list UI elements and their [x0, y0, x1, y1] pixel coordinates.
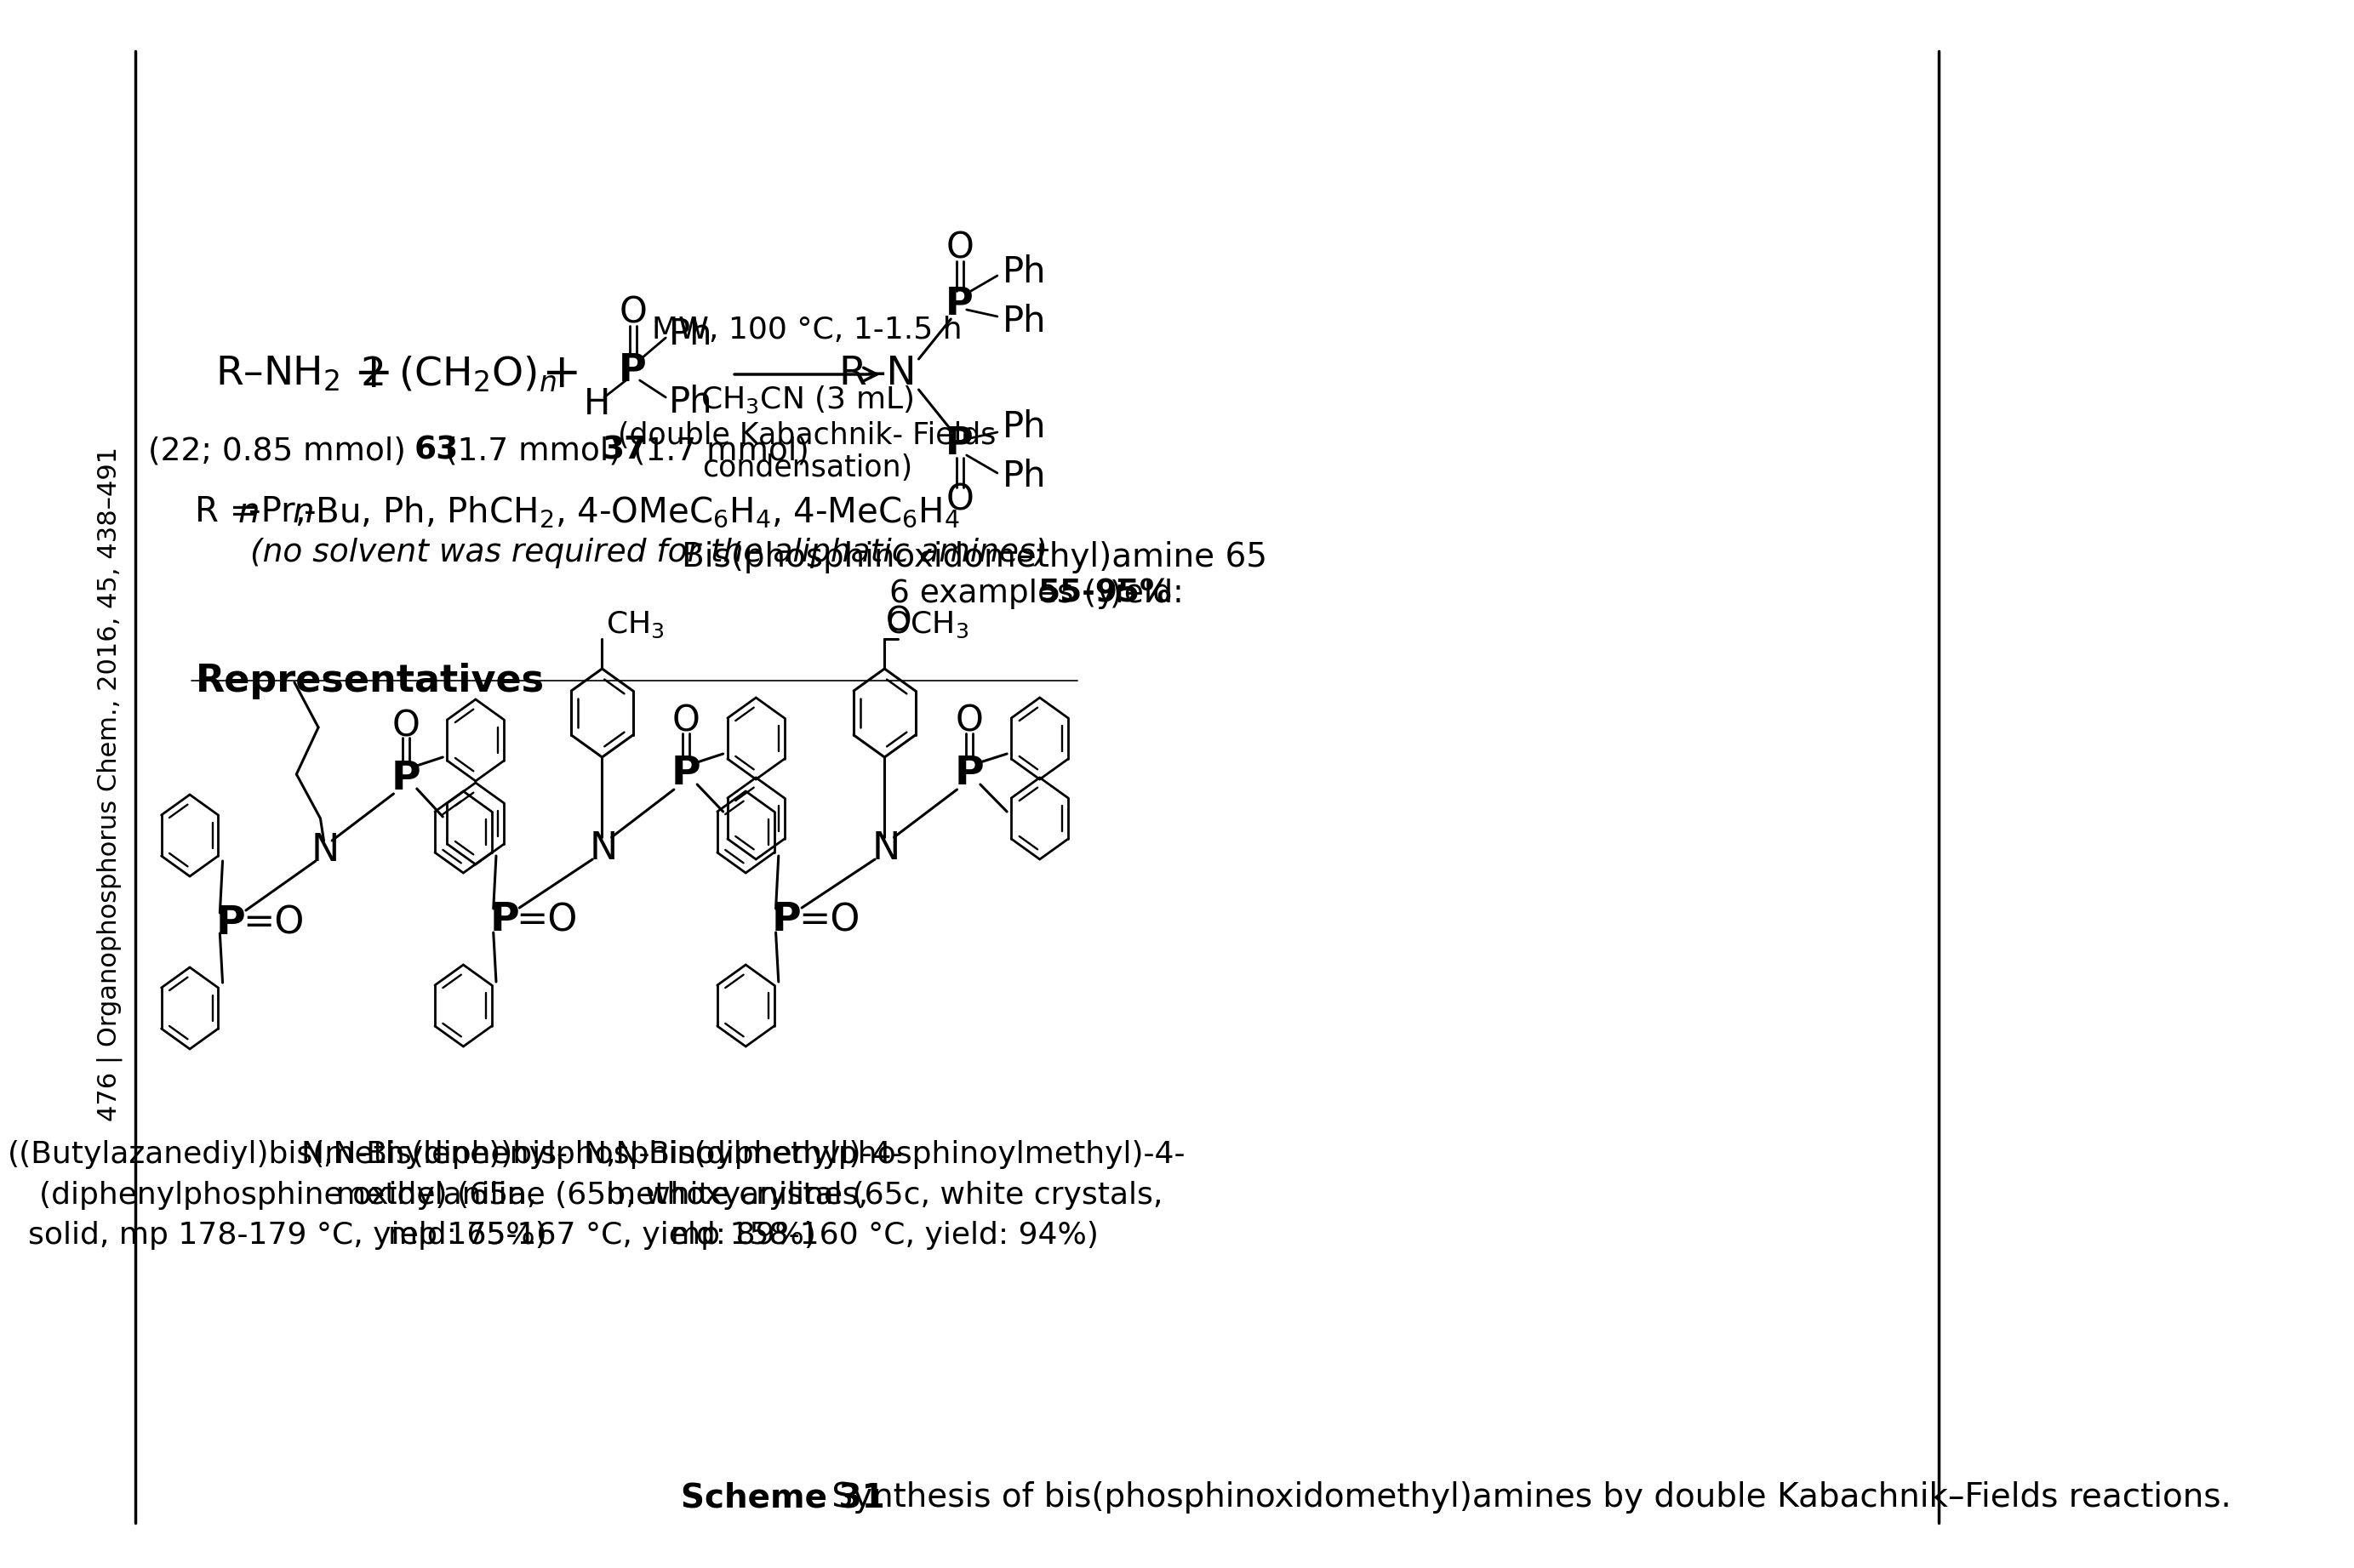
Text: P: P	[946, 287, 975, 323]
Text: N: N	[871, 831, 899, 867]
Text: MW, 100 °C, 1-1.5 h: MW, 100 °C, 1-1.5 h	[652, 315, 963, 345]
Text: ((Butylazanediyl)bis(methylene))bis-
(diphenylphosphine oxide) (65a,
solid, mp 1: ((Butylazanediyl)bis(methylene))bis- (di…	[7, 1140, 567, 1250]
Text: n: n	[238, 495, 259, 528]
Text: H: H	[584, 386, 610, 422]
Text: Ph: Ph	[669, 317, 713, 353]
Text: Ph: Ph	[1003, 458, 1045, 494]
Text: N,N-Bis(diphenylphosphinoylmethyl)-4-
methoxyaniline (65c, white crystals,
mp 15: N,N-Bis(diphenylphosphinoylmethyl)-4- me…	[584, 1140, 1186, 1250]
Text: N: N	[311, 833, 339, 869]
Text: R–NH$_2$: R–NH$_2$	[214, 354, 339, 394]
Text: P: P	[671, 756, 701, 793]
Text: O: O	[946, 230, 975, 267]
Text: =O: =O	[516, 902, 577, 939]
Text: O: O	[391, 707, 419, 743]
Text: =O: =O	[798, 902, 859, 939]
Text: Bis(phosphinoxidomethyl)amine 65: Bis(phosphinoxidomethyl)amine 65	[683, 541, 1266, 574]
Text: 37: 37	[603, 436, 647, 466]
Text: Ph: Ph	[1003, 304, 1045, 339]
Text: R–N: R–N	[838, 356, 916, 394]
Text: -Pr,: -Pr,	[250, 495, 318, 528]
Text: CH$_3$: CH$_3$	[605, 610, 664, 640]
Text: P: P	[490, 902, 520, 939]
Text: P: P	[391, 759, 421, 798]
Text: (no solvent was required for the aliphatic amines): (no solvent was required for the aliphat…	[250, 538, 1048, 568]
Text: P: P	[619, 351, 647, 389]
Text: 55-95%: 55-95%	[1038, 579, 1172, 608]
Text: (1.7 mmol): (1.7 mmol)	[621, 436, 810, 466]
Text: 63: 63	[414, 436, 459, 466]
Text: 2 (CH$_2$O)$_n$: 2 (CH$_2$O)$_n$	[360, 354, 558, 394]
Text: Representatives: Representatives	[195, 662, 544, 699]
Text: CH$_3$CN (3 mL): CH$_3$CN (3 mL)	[701, 384, 913, 416]
Text: P: P	[772, 902, 800, 939]
Text: P: P	[953, 756, 984, 793]
Text: (1.7 mmol): (1.7 mmol)	[435, 436, 621, 466]
Text: +: +	[541, 351, 581, 397]
Text: Ph: Ph	[1003, 254, 1045, 290]
Text: +: +	[353, 351, 393, 397]
Text: R =: R =	[195, 495, 268, 528]
Text: P: P	[946, 426, 975, 463]
Text: O: O	[885, 605, 911, 638]
Text: Scheme 31: Scheme 31	[680, 1482, 885, 1513]
Text: N: N	[588, 831, 617, 867]
Text: ): )	[1109, 579, 1123, 608]
Text: -Bu, Ph, PhCH$_2$, 4-OMeC$_6$H$_4$, 4-MeC$_6$H$_4$: -Bu, Ph, PhCH$_2$, 4-OMeC$_6$H$_4$, 4-Me…	[304, 495, 960, 530]
Text: (22; 0.85 mmol): (22; 0.85 mmol)	[148, 436, 407, 466]
Text: O: O	[619, 295, 647, 331]
Text: n: n	[292, 495, 313, 528]
Text: 6 examples (yield:: 6 examples (yield:	[890, 579, 1193, 608]
Text: Ph: Ph	[669, 384, 713, 420]
Text: O: O	[673, 704, 699, 740]
Text: N,N-Bis(diphenylphosphinoylmethyl)-4-
methylaniline (65b, white crystals,
mp 165: N,N-Bis(diphenylphosphinoylmethyl)-4- me…	[301, 1140, 904, 1250]
Text: =O: =O	[242, 905, 304, 941]
Text: condensation): condensation)	[701, 453, 913, 483]
Text: Ph: Ph	[1003, 409, 1045, 445]
Text: O: O	[946, 483, 975, 517]
Text: P: P	[217, 905, 245, 942]
Text: 476 | Organophosphorus Chem., 2016, 45, 438–491: 476 | Organophosphorus Chem., 2016, 45, …	[97, 447, 122, 1121]
Text: OCH$_3$: OCH$_3$	[885, 610, 967, 640]
Text: (double Kabachnik- Fields: (double Kabachnik- Fields	[619, 422, 996, 450]
Text: Scheme 31    Synthesis of bis(phosphinoxidomethyl)amines by double Kabachnik–Fie: Scheme 31 Synthesis of bis(phosphinoxido…	[680, 1482, 2307, 1513]
Text: Synthesis of bis(phosphinoxidomethyl)amines by double Kabachnik–Fields reactions: Synthesis of bis(phosphinoxidomethyl)ami…	[791, 1482, 2232, 1513]
Text: O: O	[956, 704, 984, 740]
